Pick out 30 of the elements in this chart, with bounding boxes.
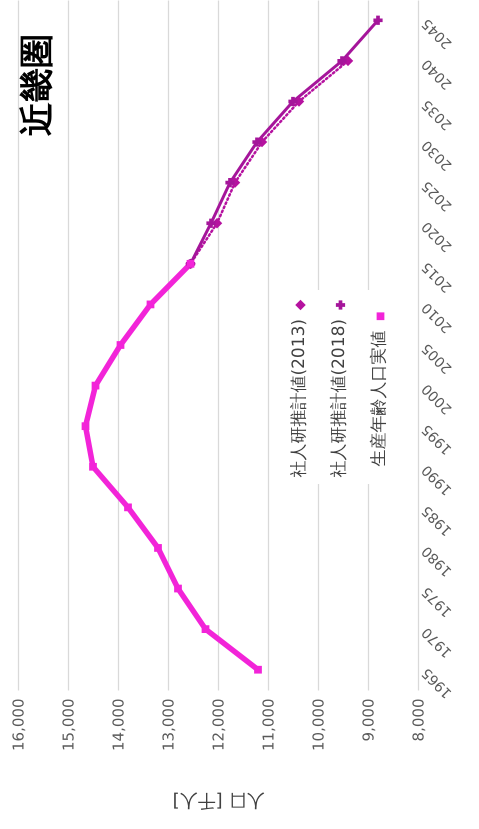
point (288, 96, 298, 106)
x-axis-title: 人口 [千人] (172, 790, 264, 811)
point (89, 462, 97, 471)
point (202, 625, 210, 633)
text: 近畿圏 (17, 34, 57, 136)
point (252, 137, 262, 147)
x-tick-label: 10,000 (310, 698, 328, 751)
point (254, 666, 262, 674)
x-tick-label: 11,000 (260, 698, 278, 751)
x-tick-label: 14,000 (110, 698, 128, 751)
legend-label: 社人研推計値(2018) (329, 318, 349, 478)
legend-label: 生産年齢人口実値 (369, 330, 389, 466)
point (206, 218, 216, 228)
point (82, 422, 90, 430)
legend-label: 社人研推計値(2013) (289, 318, 309, 478)
point (225, 178, 235, 188)
x-tick-label: 13,000 (160, 698, 178, 751)
x-tick-label: 8,000 (410, 698, 428, 742)
x-tick-label: 15,000 (60, 698, 78, 751)
x-tick-label: 12,000 (210, 698, 228, 751)
point (92, 382, 100, 390)
x-tick-label: 16,000 (10, 698, 28, 751)
point (373, 16, 383, 25)
point (337, 56, 347, 66)
point (174, 584, 182, 592)
point (146, 300, 154, 308)
point (124, 503, 132, 512)
point (116, 341, 124, 349)
point (154, 544, 162, 552)
x-tick-label: 9,000 (360, 698, 378, 742)
